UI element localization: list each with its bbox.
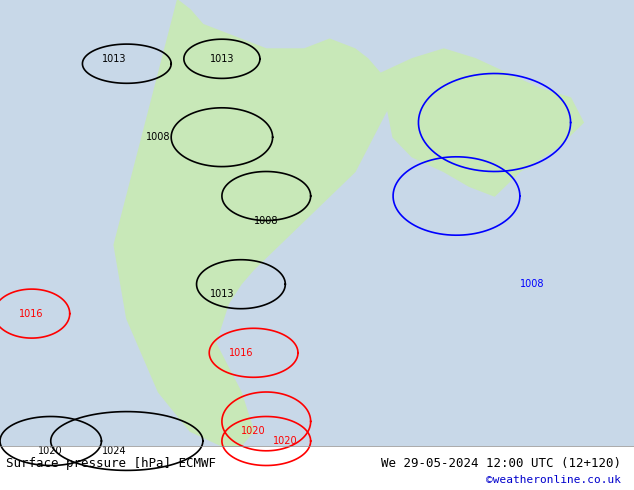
Text: 1008: 1008 xyxy=(254,216,278,225)
Text: 1020: 1020 xyxy=(39,446,63,456)
Text: 1024: 1024 xyxy=(102,446,126,456)
Polygon shape xyxy=(380,49,583,196)
FancyBboxPatch shape xyxy=(0,446,634,490)
Text: 1013: 1013 xyxy=(102,54,126,64)
Text: 1013: 1013 xyxy=(210,289,234,299)
Text: 1016: 1016 xyxy=(20,309,44,318)
Text: We 29-05-2024 12:00 UTC (12+120): We 29-05-2024 12:00 UTC (12+120) xyxy=(381,457,621,469)
Text: 1020: 1020 xyxy=(273,436,297,446)
Text: Surface pressure [hPa] ECMWF: Surface pressure [hPa] ECMWF xyxy=(6,457,216,469)
Text: 1016: 1016 xyxy=(229,348,253,358)
Text: ©weatheronline.co.uk: ©weatheronline.co.uk xyxy=(486,475,621,485)
Text: 1008: 1008 xyxy=(146,132,171,142)
Polygon shape xyxy=(114,0,393,446)
Text: 1013: 1013 xyxy=(210,54,234,64)
FancyBboxPatch shape xyxy=(0,0,634,446)
Text: 1008: 1008 xyxy=(521,279,545,289)
Text: 1020: 1020 xyxy=(242,426,266,436)
